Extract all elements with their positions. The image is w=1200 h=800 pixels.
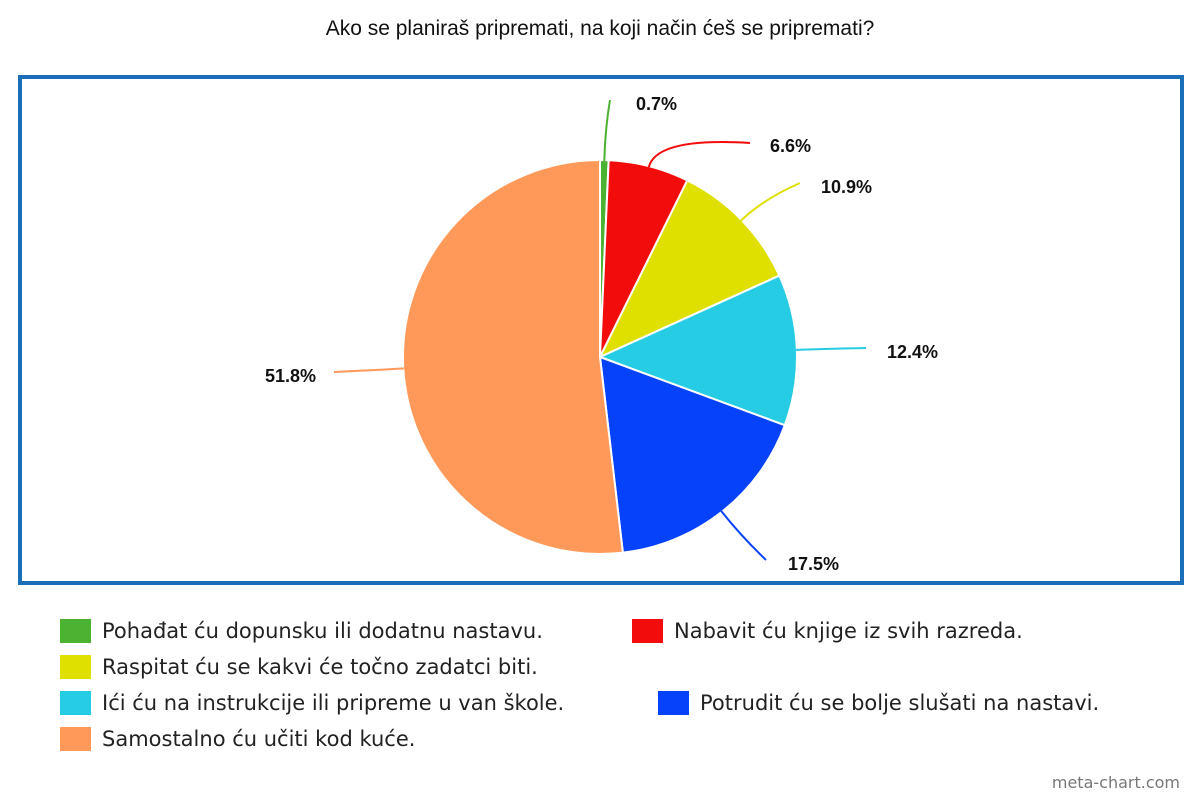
slice-value-label: 0.7% <box>636 94 677 114</box>
watermark: meta-chart.com <box>1051 773 1180 792</box>
plot-frame <box>18 75 1184 585</box>
leader-line <box>603 99 611 162</box>
chart-title: Ako se planiraš pripremati, na koji nači… <box>325 17 875 40</box>
slice-value-label: 6.6% <box>770 136 811 156</box>
slice-value-label: 12.4% <box>887 342 938 362</box>
leader-line <box>795 347 867 351</box>
leader-line <box>720 510 767 561</box>
slice-value-label: 51.8% <box>265 366 316 386</box>
leader-line <box>333 367 405 373</box>
slice-value-label: 10.9% <box>821 177 872 197</box>
leader-line <box>740 182 801 222</box>
slice-value-label: 17.5% <box>788 554 839 574</box>
leader-line <box>647 141 751 168</box>
pie-slice <box>402 158 624 555</box>
